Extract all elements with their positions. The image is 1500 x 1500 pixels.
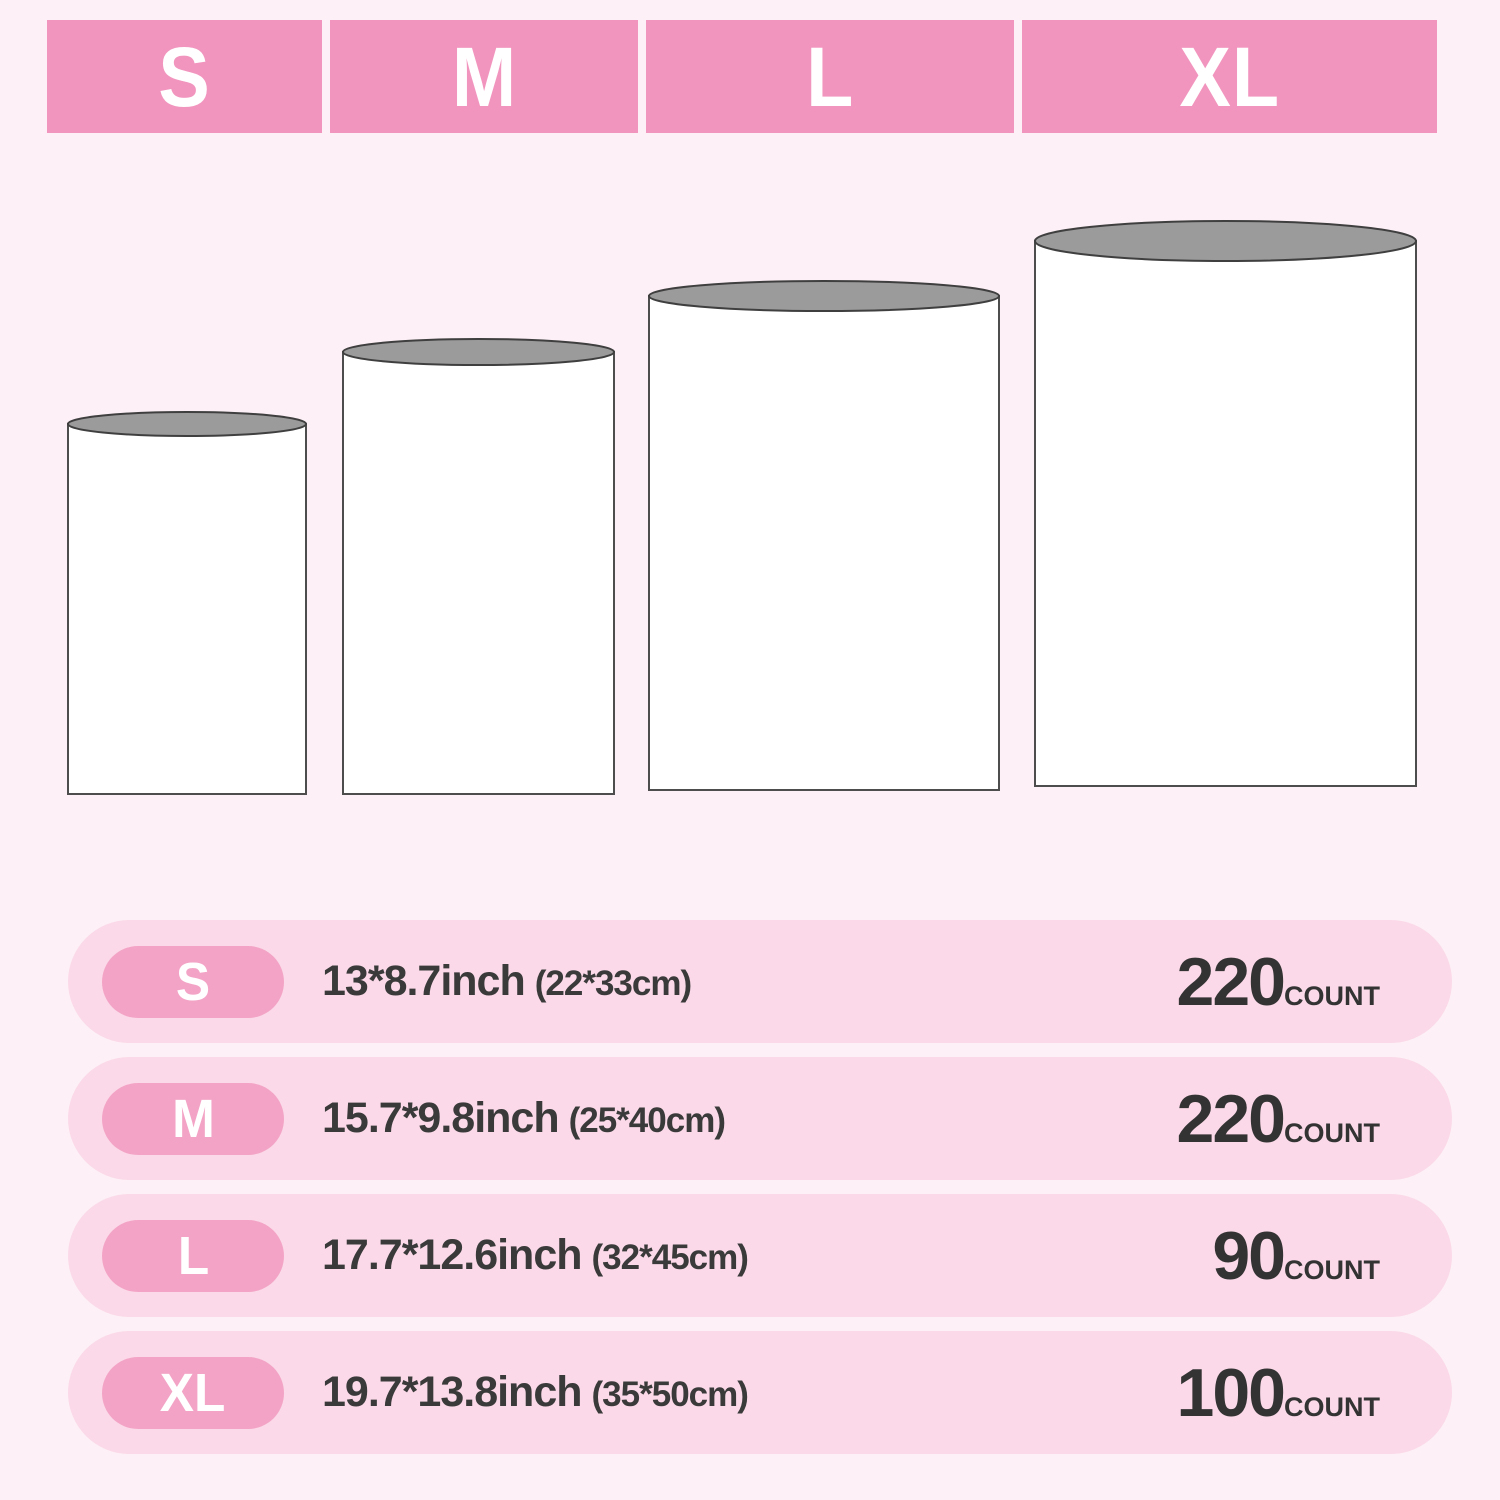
cylinder-body xyxy=(1034,240,1417,787)
cylinder-body xyxy=(67,423,307,795)
cylinder-top-ellipse xyxy=(67,411,307,437)
size-dimensions-cm: (22*33cm) xyxy=(534,964,692,1003)
size-badge-xl: XL xyxy=(102,1356,284,1429)
size-dimensions: 17.7*12.6inch (32*45cm) xyxy=(322,1231,749,1280)
size-header-bar-m: M xyxy=(330,20,638,133)
cylinder-body xyxy=(648,295,1000,791)
count-number: 220 xyxy=(1176,943,1286,1020)
size-count: 90 COUNT xyxy=(1212,1222,1380,1290)
count-number: 90 xyxy=(1212,1217,1286,1294)
size-dimensions: 13*8.7inch (22*33cm) xyxy=(322,957,692,1006)
size-dimensions-inch: 17.7*12.6inch xyxy=(322,1231,583,1279)
size-dimensions: 15.7*9.8inch (25*40cm) xyxy=(322,1094,726,1143)
size-header-bar-l: L xyxy=(646,20,1014,133)
size-header-label-l: L xyxy=(805,29,855,124)
size-header-label-s: S xyxy=(158,29,211,124)
size-dimensions-cm: (25*40cm) xyxy=(568,1101,726,1140)
size-count: 220 COUNT xyxy=(1177,1085,1380,1153)
size-row-xl: XL 19.7*13.8inch (35*50cm) 100 COUNT xyxy=(68,1331,1452,1454)
cylinder-m xyxy=(342,338,615,795)
cylinder-top-ellipse xyxy=(648,280,1000,312)
size-dimensions-cm: (32*45cm) xyxy=(591,1238,749,1277)
size-dimensions-inch: 19.7*13.8inch xyxy=(322,1368,583,1416)
size-row-l: L 17.7*12.6inch (32*45cm) 90 COUNT xyxy=(68,1194,1452,1317)
size-dimensions-cm: (35*50cm) xyxy=(591,1375,749,1414)
size-header-bar-s: S xyxy=(47,20,322,133)
size-badge-label: XL xyxy=(160,1362,226,1423)
size-badge-m: M xyxy=(102,1082,284,1155)
size-badge-label: S xyxy=(175,951,211,1012)
count-unit: COUNT xyxy=(1284,980,1380,1011)
count-number: 100 xyxy=(1176,1354,1286,1431)
size-badge-l: L xyxy=(102,1219,284,1292)
size-dimensions: 19.7*13.8inch (35*50cm) xyxy=(322,1368,749,1417)
size-badge-label: L xyxy=(177,1225,209,1286)
count-unit: COUNT xyxy=(1284,1254,1380,1285)
count-unit: COUNT xyxy=(1284,1391,1380,1422)
cylinder-body xyxy=(342,351,615,795)
size-header-bar-xl: XL xyxy=(1022,20,1437,133)
cylinder-top-ellipse xyxy=(1034,220,1417,262)
cylinder-s xyxy=(67,411,307,795)
count-number: 220 xyxy=(1176,1080,1286,1157)
size-count: 100 COUNT xyxy=(1177,1359,1380,1427)
size-count: 220 COUNT xyxy=(1177,948,1380,1016)
size-header-label-m: M xyxy=(451,29,517,124)
size-badge-s: S xyxy=(102,945,284,1018)
size-row-s: S 13*8.7inch (22*33cm) 220 COUNT xyxy=(68,920,1452,1043)
cylinder-l xyxy=(648,280,1000,791)
size-dimensions-inch: 13*8.7inch xyxy=(322,957,526,1005)
size-dimensions-inch: 15.7*9.8inch xyxy=(322,1094,560,1142)
count-unit: COUNT xyxy=(1284,1117,1380,1148)
size-row-m: M 15.7*9.8inch (25*40cm) 220 COUNT xyxy=(68,1057,1452,1180)
size-header-label-xl: XL xyxy=(1179,29,1280,124)
cylinder-top-ellipse xyxy=(342,338,615,366)
size-badge-label: M xyxy=(171,1088,215,1149)
cylinder-xl xyxy=(1034,220,1417,787)
